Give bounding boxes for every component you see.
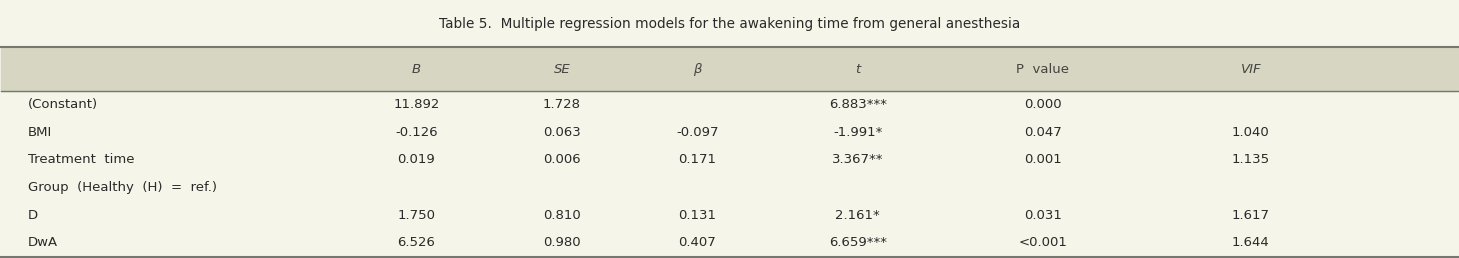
- Text: 0.063: 0.063: [543, 126, 581, 139]
- Text: 0.810: 0.810: [543, 209, 581, 222]
- Text: Group  (Healthy  (H)  =  ref.): Group (Healthy (H) = ref.): [28, 181, 216, 194]
- Text: 0.031: 0.031: [1024, 209, 1062, 222]
- Text: 0.407: 0.407: [678, 236, 716, 249]
- Text: 0.171: 0.171: [678, 153, 716, 166]
- Text: 3.367**: 3.367**: [832, 153, 883, 166]
- Text: B: B: [411, 62, 422, 76]
- Text: 0.047: 0.047: [1024, 126, 1062, 139]
- Bar: [1, 47, 1458, 91]
- Text: -0.097: -0.097: [676, 126, 719, 139]
- Text: 11.892: 11.892: [394, 98, 439, 111]
- Text: 2.161*: 2.161*: [835, 209, 880, 222]
- Text: Table 5.  Multiple regression models for the awakening time from general anesthe: Table 5. Multiple regression models for …: [439, 17, 1020, 31]
- Text: -0.126: -0.126: [395, 126, 438, 139]
- Text: 0.001: 0.001: [1024, 153, 1062, 166]
- Text: 0.019: 0.019: [397, 153, 435, 166]
- Text: SE: SE: [553, 62, 570, 76]
- Text: 1.617: 1.617: [1231, 209, 1269, 222]
- Bar: [1, 146, 1458, 174]
- Text: 6.526: 6.526: [397, 236, 435, 249]
- Text: DwA: DwA: [28, 236, 58, 249]
- Text: 6.883***: 6.883***: [829, 98, 887, 111]
- Text: 6.659***: 6.659***: [829, 236, 887, 249]
- Text: 1.040: 1.040: [1231, 126, 1269, 139]
- Text: β: β: [693, 62, 702, 76]
- Text: (Constant): (Constant): [28, 98, 98, 111]
- Text: 1.135: 1.135: [1231, 153, 1269, 166]
- Text: 0.131: 0.131: [678, 209, 716, 222]
- Text: t: t: [855, 62, 861, 76]
- Text: D: D: [28, 209, 38, 222]
- Text: <0.001: <0.001: [1018, 236, 1067, 249]
- Bar: [1, 201, 1458, 229]
- Text: 0.006: 0.006: [543, 153, 581, 166]
- Text: 0.980: 0.980: [543, 236, 581, 249]
- Bar: [1, 91, 1458, 118]
- Text: BMI: BMI: [28, 126, 53, 139]
- Text: VIF: VIF: [1240, 62, 1261, 76]
- Bar: [1, 229, 1458, 257]
- Text: 1.728: 1.728: [543, 98, 581, 111]
- Bar: [1, 174, 1458, 201]
- Text: Treatment  time: Treatment time: [28, 153, 134, 166]
- Text: P  value: P value: [1015, 62, 1069, 76]
- Text: 1.750: 1.750: [397, 209, 435, 222]
- Bar: [1, 118, 1458, 146]
- Text: 1.644: 1.644: [1231, 236, 1269, 249]
- Text: 0.000: 0.000: [1024, 98, 1061, 111]
- Text: -1.991*: -1.991*: [833, 126, 883, 139]
